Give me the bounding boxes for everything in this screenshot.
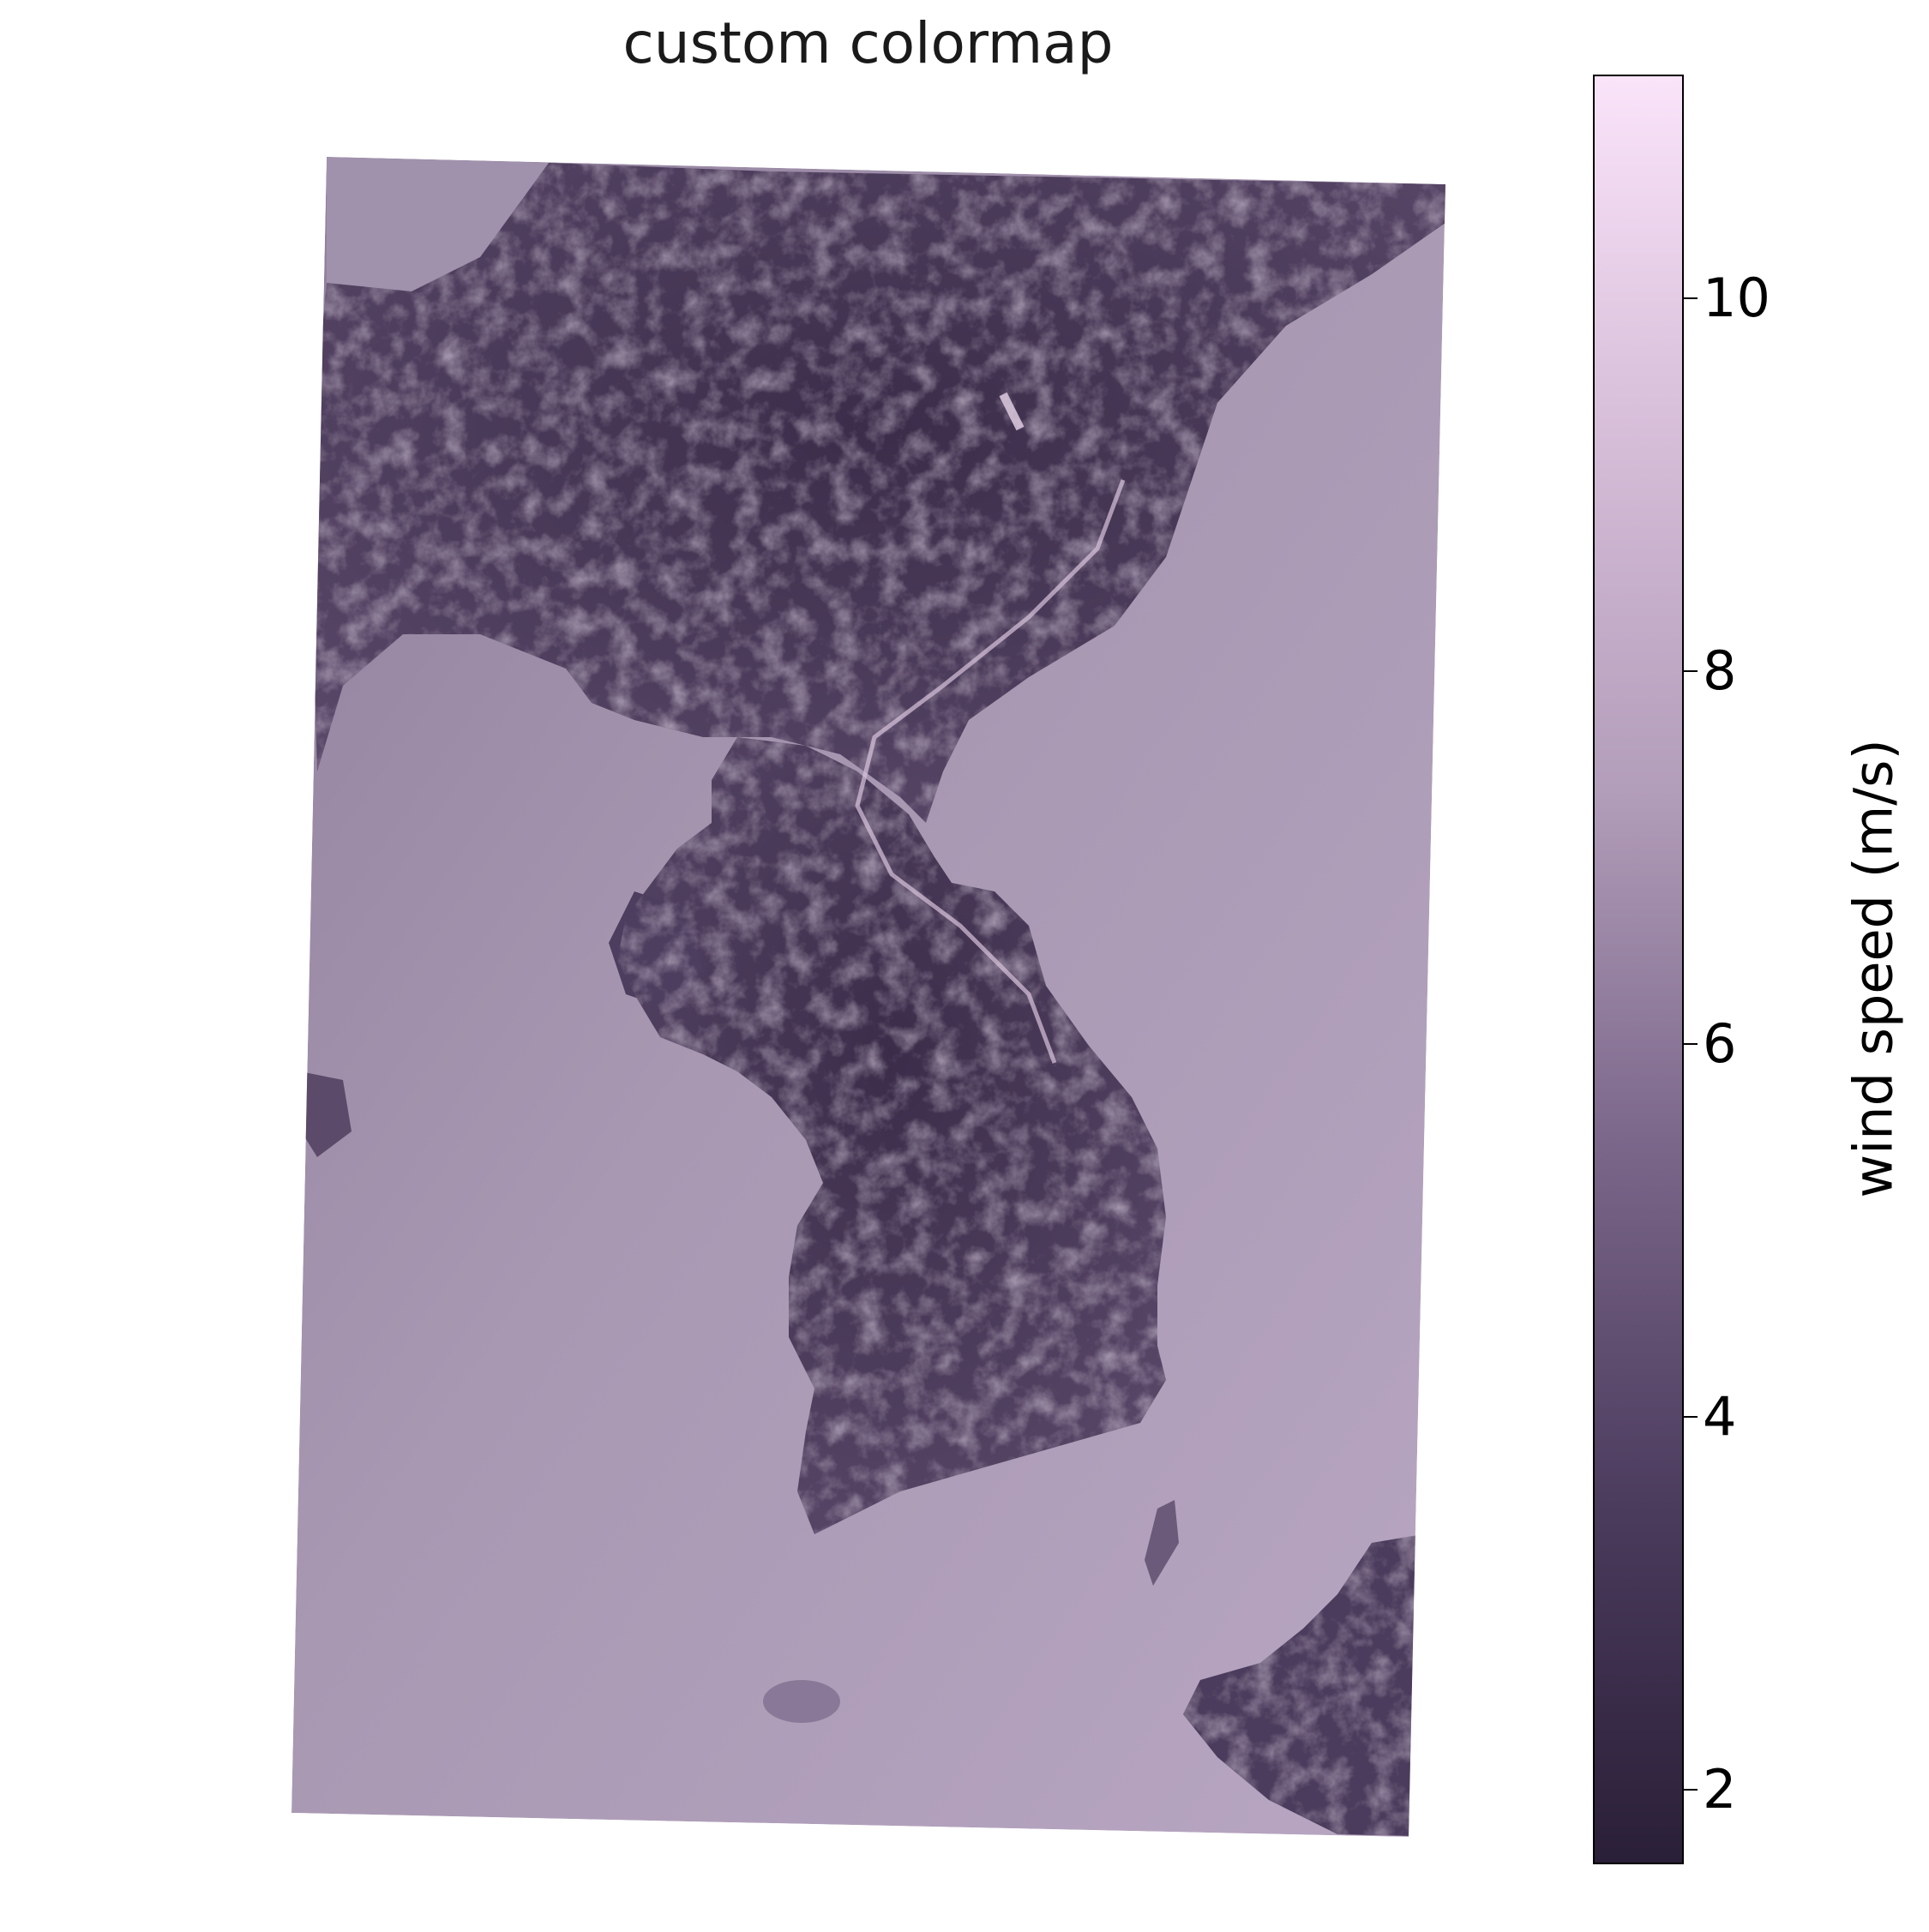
colorbar-tick <box>1684 1416 1698 1418</box>
colorbar-label: wind speed (m/s) <box>1842 739 1905 1198</box>
colorbar-tick <box>1684 1789 1698 1791</box>
colorbar <box>1593 75 1684 1864</box>
map-frame <box>291 157 1445 1837</box>
wind-speed-map <box>291 157 1445 1837</box>
colorbar-tick <box>1684 670 1698 672</box>
west-island <box>296 1071 352 1157</box>
jeju-island <box>763 1680 840 1723</box>
colorbar-tick-label: 8 <box>1703 639 1737 702</box>
colorbar-tick-label: 10 <box>1703 267 1770 329</box>
chart-title: custom colormap <box>622 10 1114 76</box>
ridge-line <box>999 392 1025 431</box>
colorbar-tick-label: 4 <box>1703 1385 1737 1448</box>
colorbar-tick <box>1684 1043 1698 1045</box>
tsushima-island <box>1145 1500 1179 1586</box>
ridge-line <box>855 479 1126 1064</box>
colorbar-tick <box>1684 297 1698 299</box>
colorbar-tick-label: 6 <box>1703 1012 1737 1075</box>
colorbar-tick-label: 2 <box>1703 1758 1737 1821</box>
